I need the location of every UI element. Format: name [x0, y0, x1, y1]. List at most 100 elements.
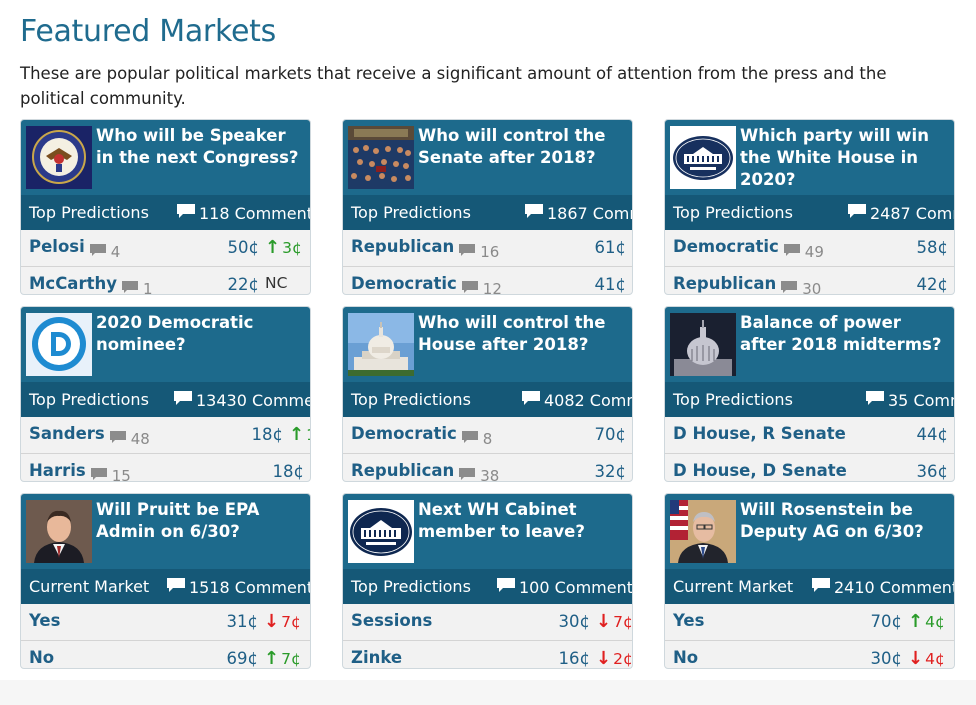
contract-name: D House, D Senate	[673, 461, 847, 480]
comments-link[interactable]: 118 Comments	[176, 203, 310, 223]
comment-icon	[865, 390, 888, 410]
contract-label: Harris	[29, 461, 86, 480]
prediction-row[interactable]: Zinke 16¢ ↓ 2¢	[343, 641, 633, 668]
market-title[interactable]: Which party will win the White House in …	[740, 126, 929, 189]
comment-icon	[173, 390, 196, 410]
prediction-row[interactable]: Pelosi 4 50¢ ↑ 3¢	[21, 230, 310, 267]
contract-label: D House, D Senate	[673, 461, 847, 480]
market-card[interactable]: Who will control the House after 2018? T…	[342, 306, 633, 482]
prediction-row[interactable]: Republican 38 32¢	[343, 454, 632, 481]
contract-price: 42¢	[916, 275, 949, 294]
predictions-label: Top Predictions	[673, 390, 793, 409]
market-card[interactable]: Who will be Speaker in the next Congress…	[20, 119, 311, 295]
arrow-down-icon: ↓	[596, 611, 612, 632]
market-card[interactable]: Will Pruitt be EPA Admin on 6/30? Curren…	[20, 493, 311, 669]
arrow-up-icon: ↑	[289, 424, 305, 445]
market-card[interactable]: 2020 Democratic nominee? Top Predictions…	[20, 306, 311, 482]
prediction-row[interactable]: Yes 70¢ ↑ 4¢	[665, 604, 954, 641]
market-card-header[interactable]: Who will control the Senate after 2018?	[343, 120, 632, 195]
contract-label: Democratic	[673, 237, 779, 256]
market-card[interactable]: Will Rosenstein be Deputy AG on 6/30? Cu…	[664, 493, 955, 669]
market-title[interactable]: Who will control the Senate after 2018?	[418, 126, 606, 167]
price-change: ↓ 2¢	[596, 648, 633, 668]
prediction-row[interactable]: Democratic 49 58¢	[665, 230, 954, 267]
arrow-down-icon: ↓	[908, 648, 924, 669]
predictions-label: Top Predictions	[351, 203, 471, 222]
prediction-row[interactable]: No 69¢ ↑ 7¢	[21, 641, 310, 668]
market-title[interactable]: Balance of power after 2018 midterms?	[740, 313, 942, 354]
comments-link[interactable]: 100 Comments	[496, 577, 632, 597]
market-card[interactable]: Balance of power after 2018 midterms? To…	[664, 306, 955, 482]
market-card[interactable]: Which party will win the White House in …	[664, 119, 955, 295]
comment-count-badge: 8	[461, 430, 492, 448]
contract-name: Sessions	[351, 611, 432, 630]
white-house-badge-icon	[348, 500, 414, 563]
comment-count-badge: 16	[458, 243, 499, 261]
comments-link[interactable]: 13430 Comments	[173, 390, 310, 410]
comments-link[interactable]: 1518 Comments	[166, 577, 311, 597]
comments-link[interactable]: 35 Comments	[865, 390, 954, 410]
market-card[interactable]: Who will control the Senate after 2018? …	[342, 119, 633, 295]
price-change-value: 7¢	[281, 649, 301, 668]
prediction-row[interactable]: Republican 16 61¢	[343, 230, 632, 267]
card-subheader: Top Predictions 1867 Comments	[343, 195, 632, 230]
prediction-row[interactable]: Sessions 30¢ ↓ 7¢	[343, 604, 632, 641]
prediction-row[interactable]: D House, D Senate 36¢	[665, 454, 954, 481]
comment-bubble-icon	[458, 243, 480, 261]
contract-price: 18¢	[272, 462, 305, 481]
market-card-header[interactable]: Will Pruitt be EPA Admin on 6/30?	[21, 494, 310, 569]
comments-link[interactable]: 4082 Comments	[521, 390, 632, 410]
contract-price: 32¢	[594, 462, 627, 481]
price-change-value: 4¢	[925, 612, 945, 631]
price-change-value: 2¢	[613, 649, 633, 668]
prediction-row[interactable]: Republican 30 42¢	[665, 267, 954, 294]
prediction-row[interactable]: Sanders 48 18¢ ↑1¢	[21, 417, 310, 454]
prediction-row[interactable]: Harris 15 18¢	[21, 454, 310, 481]
prediction-row[interactable]: Democratic 8 70¢	[343, 417, 632, 454]
market-title[interactable]: Will Rosenstein be Deputy AG on 6/30?	[740, 500, 924, 541]
contract-name: Zinke	[351, 648, 402, 667]
market-title[interactable]: Who will be Speaker in the next Congress…	[96, 126, 299, 167]
comments-count: 1518 Comments	[189, 577, 311, 597]
comments-count: 35 Comments	[888, 390, 954, 410]
market-title[interactable]: 2020 Democratic nominee?	[96, 313, 254, 354]
prediction-row[interactable]: Yes 31¢ ↓ 7¢	[21, 604, 310, 641]
comments-link[interactable]: 1867 Comments	[524, 203, 632, 223]
card-subheader: Top Predictions 2487 Comments	[665, 195, 954, 230]
comment-bubble-icon	[121, 280, 143, 294]
market-title[interactable]: Next WH Cabinet member to leave?	[418, 500, 585, 541]
market-card-header[interactable]: 2020 Democratic nominee?	[21, 307, 310, 382]
contract-price: 36¢	[916, 462, 949, 481]
card-subheader: Current Market 1518 Comments	[21, 569, 311, 604]
comment-count-badge: 12	[461, 280, 502, 294]
contract-price: 70¢	[870, 612, 903, 631]
predictions-label: Top Predictions	[351, 577, 471, 596]
market-card-header[interactable]: Which party will win the White House in …	[665, 120, 954, 195]
comments-link[interactable]: 2410 Comments	[811, 577, 954, 597]
market-card-header[interactable]: Next WH Cabinet member to leave?	[343, 494, 632, 569]
predictions-label: Top Predictions	[351, 390, 471, 409]
comment-count: 49	[804, 243, 824, 261]
contract-name: Pelosi 4	[29, 237, 120, 261]
prediction-row[interactable]: McCarthy 1 22¢ NC	[21, 267, 310, 294]
card-subheader: Top Predictions 4082 Comments	[343, 382, 632, 417]
comment-bubble-icon	[461, 430, 483, 448]
predictions-label: Top Predictions	[29, 203, 149, 222]
prediction-row[interactable]: D House, R Senate 44¢	[665, 417, 954, 454]
market-title[interactable]: Who will control the House after 2018?	[418, 313, 606, 354]
prediction-row[interactable]: No 30¢ ↓ 4¢	[665, 641, 954, 669]
contract-name: D House, R Senate	[673, 424, 846, 443]
prediction-row[interactable]: Democratic 12 41¢	[343, 267, 632, 294]
market-card-header[interactable]: Balance of power after 2018 midterms?	[665, 307, 954, 382]
comments-count: 1867 Comments	[547, 203, 632, 223]
comment-icon	[521, 390, 544, 410]
market-card-header[interactable]: Who will be Speaker in the next Congress…	[21, 120, 310, 195]
market-title[interactable]: Will Pruitt be EPA Admin on 6/30?	[96, 500, 260, 541]
market-card-header[interactable]: Will Rosenstein be Deputy AG on 6/30?	[665, 494, 954, 569]
contract-price: 18¢	[251, 425, 284, 444]
contract-label: Sanders	[29, 424, 105, 443]
comments-link[interactable]: 2487 Comments	[847, 203, 954, 223]
market-card-header[interactable]: Who will control the House after 2018?	[343, 307, 632, 382]
comment-count: 16	[480, 243, 500, 261]
market-card[interactable]: Next WH Cabinet member to leave? Top Pre…	[342, 493, 633, 669]
